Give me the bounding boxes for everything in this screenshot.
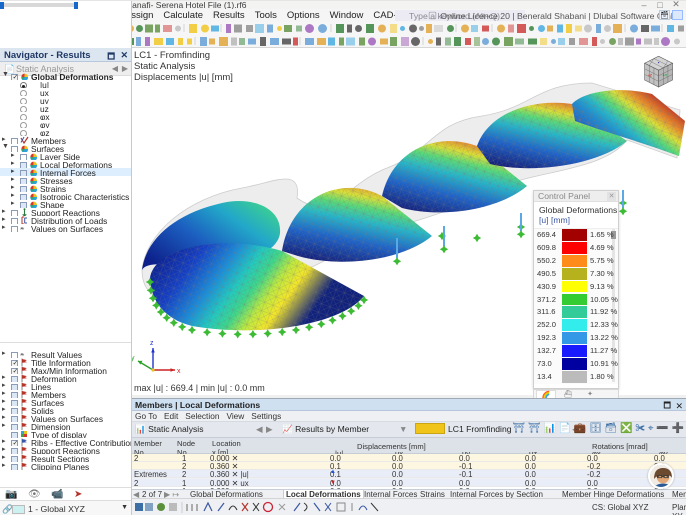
svg-text:z: z xyxy=(150,340,154,347)
svg-text:x: x xyxy=(177,368,181,375)
svg-text:+Z: +Z xyxy=(648,73,652,77)
svg-text:✦Y: ✦Y xyxy=(662,73,668,77)
